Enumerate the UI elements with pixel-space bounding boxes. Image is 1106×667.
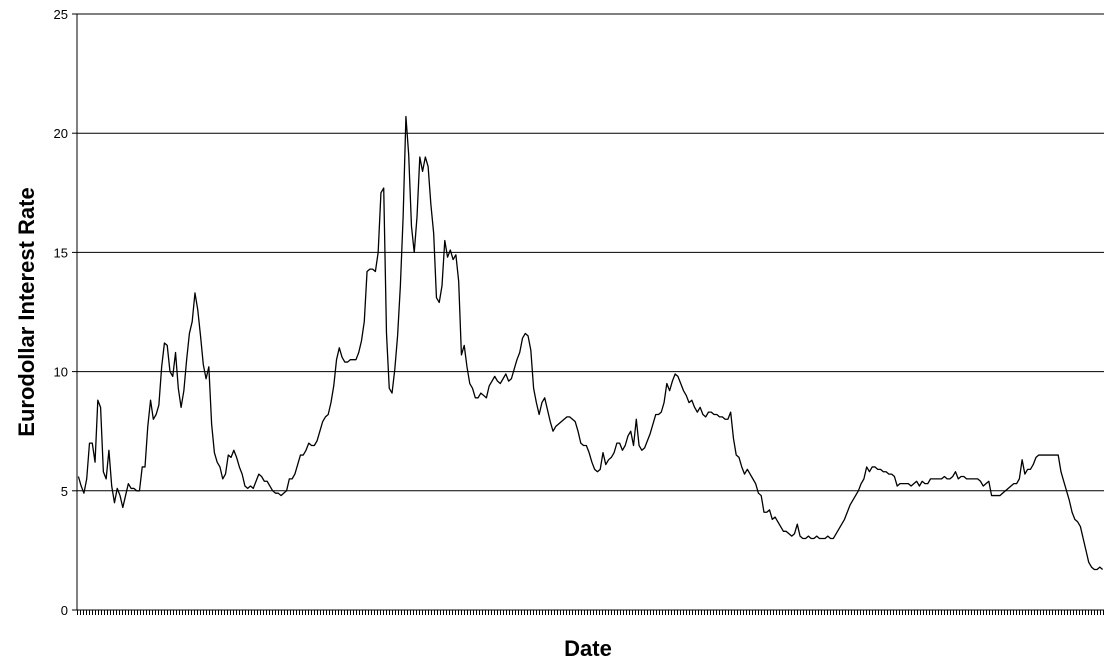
x-axis [76,14,1104,615]
y-tick-label: 10 [54,365,68,380]
x-axis-title: Date [564,636,612,661]
grid [77,13,1104,492]
y-tick-labels: 0 5 10 15 20 25 [54,7,77,618]
y-axis-title: Eurodollar Interest Rate [14,187,39,436]
y-tick-label: 15 [54,245,68,260]
y-tick-label: 5 [61,484,68,499]
y-tick-label: 25 [54,7,68,22]
y-tick-label: 20 [54,126,68,141]
y-tick-label: 0 [61,603,68,618]
series-line-0 [77,115,1104,571]
series-layer [77,115,1104,571]
x-ticks [77,610,1104,615]
